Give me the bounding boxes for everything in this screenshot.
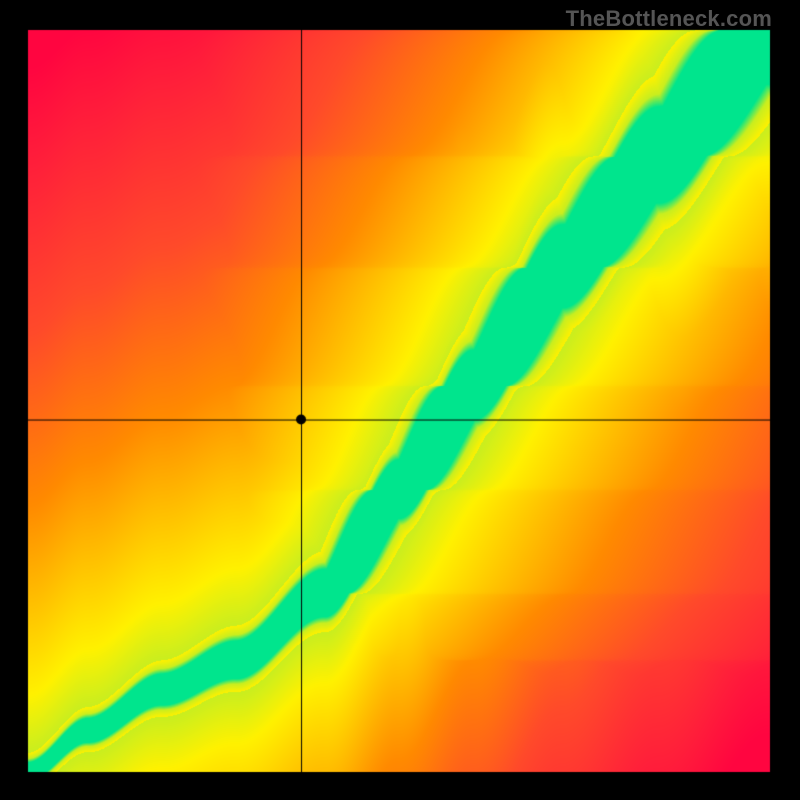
watermark-text: TheBottleneck.com	[566, 6, 772, 32]
root: TheBottleneck.com	[0, 0, 800, 800]
bottleneck-heatmap	[0, 0, 800, 800]
